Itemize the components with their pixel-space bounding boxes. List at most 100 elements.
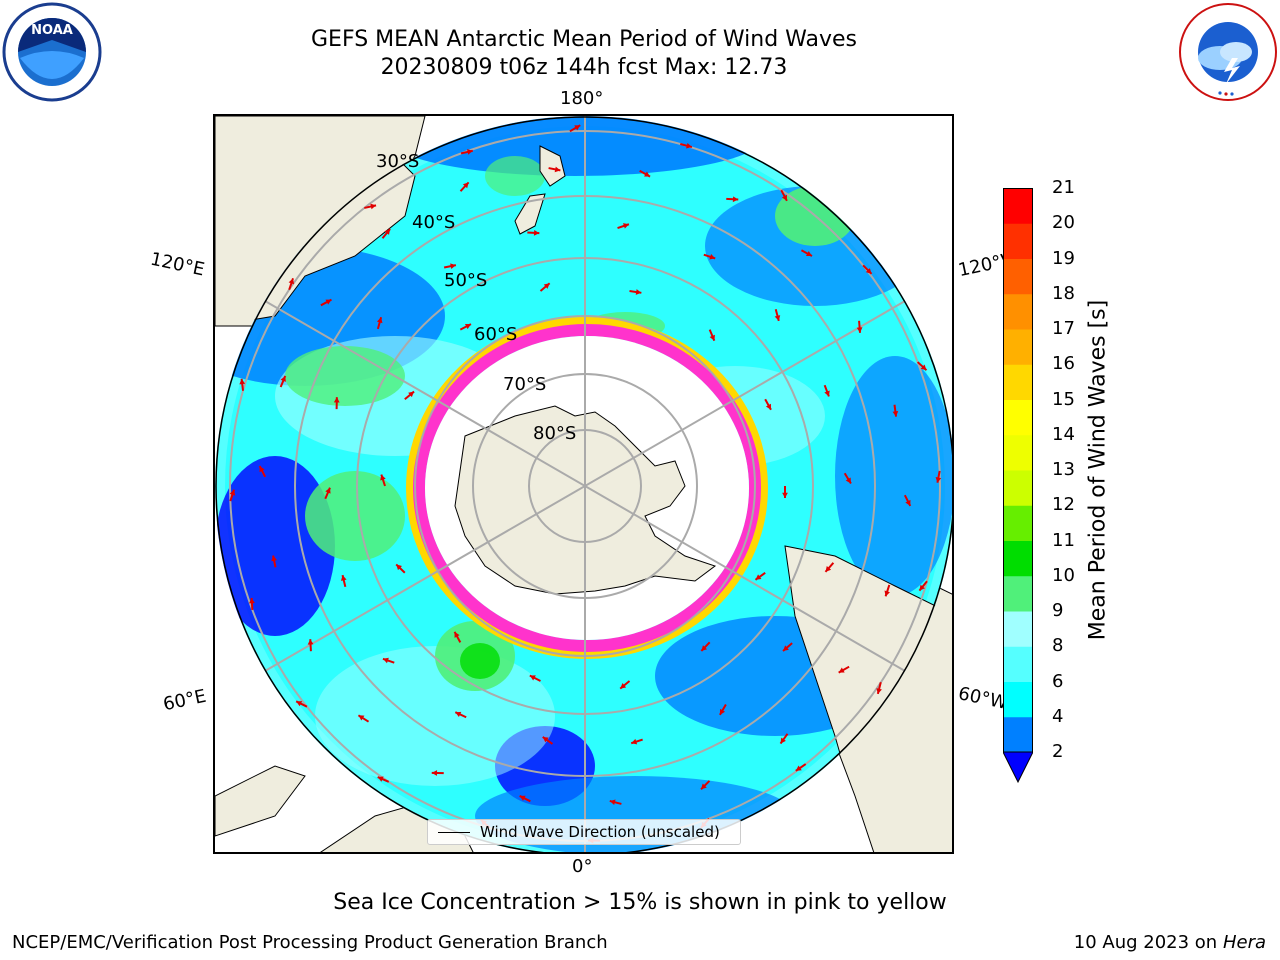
wind-wave-arrowhead <box>384 228 391 235</box>
wind-wave-arrowhead <box>884 590 890 597</box>
wind-wave-arrowhead <box>765 403 771 410</box>
lat-label-30s: 30°S <box>376 151 420 172</box>
wind-wave-arrowhead <box>838 667 845 673</box>
colorbar-tick-label: 6 <box>1052 670 1064 692</box>
wind-wave-arrowhead <box>805 250 812 257</box>
colorbar-tick-label: 15 <box>1052 388 1075 410</box>
colorbar-segment <box>1003 470 1033 506</box>
colorbar-segment <box>1003 434 1033 471</box>
colorbar-segment <box>1003 646 1033 682</box>
wind-wave-arrowhead <box>919 584 925 591</box>
wind-wave-arrowhead <box>229 489 236 496</box>
wind-wave-arrowhead <box>631 738 638 745</box>
wind-wave-arrowhead <box>783 645 789 651</box>
lon-label-60e: 60°E <box>161 685 208 716</box>
lat-label-50s: 50°S <box>444 270 488 291</box>
wind-wave-arrowhead <box>259 466 265 473</box>
wind-wave-arrowhead <box>892 411 899 417</box>
wind-wave-arrowhead <box>609 799 616 806</box>
wind-wave-arrowhead <box>701 783 707 790</box>
wind-wave-arrowhead <box>825 565 832 572</box>
legend-line-icon <box>438 831 470 833</box>
colorbar-tick-label: 14 <box>1052 423 1075 445</box>
colorbar-tick-label: 2 <box>1052 741 1064 762</box>
colorbar-tick-label: 8 <box>1052 635 1064 657</box>
colorbar-tick-label: 13 <box>1052 459 1075 480</box>
wind-wave-arrowhead <box>325 487 331 494</box>
colorbar-segment <box>1003 505 1033 541</box>
wind-wave-arrowhead <box>464 323 471 330</box>
wind-wave-arrowhead <box>774 315 781 321</box>
wind-wave-arrowhead <box>249 597 255 604</box>
antarctic-map <box>213 114 954 854</box>
colorbar-segment <box>1003 223 1033 259</box>
wind-wave-arrowhead <box>408 391 415 398</box>
wind-wave-arrowhead <box>296 701 303 707</box>
colorbar-tick-label: 11 <box>1052 529 1075 551</box>
wind-wave-arrowhead <box>280 375 286 382</box>
wind-wave-arrowhead <box>358 715 365 721</box>
wind-wave-arrowhead <box>455 711 462 718</box>
colorbar-tick-label: 9 <box>1052 600 1064 621</box>
wind-wave-arrowhead <box>719 708 726 715</box>
wind-wave-arrowhead <box>574 125 581 131</box>
lon-label-120e: 120°E <box>148 248 207 281</box>
colorbar-segment <box>1003 258 1033 295</box>
wind-wave-arrowhead <box>709 254 716 260</box>
wind-wave-arrowhead <box>431 770 438 776</box>
colorbar <box>1003 188 1033 784</box>
wind-wave-arrowhead <box>824 390 830 397</box>
colorbar-segment <box>1003 188 1033 224</box>
wind-wave-arrowhead <box>529 675 536 681</box>
wind-wave-arrowhead <box>543 283 550 289</box>
wind-wave-arrowhead <box>376 317 383 324</box>
wind-wave-arrowhead <box>755 574 762 580</box>
wind-wave-arrowhead <box>709 334 715 341</box>
wind-wave-arrowhead <box>467 149 473 155</box>
svg-text:NOAA: NOAA <box>31 23 73 38</box>
map-legend: Wind Wave Direction (unscaled) <box>427 819 741 845</box>
wind-wave-arrowhead <box>239 378 246 385</box>
wind-wave-arrowhead <box>370 203 377 210</box>
wind-wave-arrowhead <box>876 688 882 694</box>
wind-wave-arrowhead <box>781 194 787 201</box>
lat-label-80s: 80°S <box>533 423 577 444</box>
wind-wave-arrowhead <box>920 364 927 371</box>
colorbar-tick-label: 17 <box>1052 318 1075 339</box>
wind-wave-arrowhead <box>396 564 402 571</box>
wind-wave-arrowhead <box>554 166 561 173</box>
footer-host: Hera <box>1222 932 1266 953</box>
wind-wave-arrowhead <box>454 631 460 638</box>
wind-wave-arrowhead <box>686 142 692 149</box>
wind-wave-arrowhead <box>865 268 872 274</box>
colorbar-segment <box>1003 329 1033 365</box>
wind-wave-arrowhead <box>856 327 863 333</box>
colorbar-segment <box>1003 716 1033 753</box>
wind-wave-arrowhead <box>845 477 851 484</box>
colorbar-segment <box>1003 540 1033 577</box>
wind-wave-arrowhead <box>732 196 739 203</box>
wind-wave-arrowhead <box>780 737 786 744</box>
wind-wave-arrowhead <box>782 492 788 498</box>
nws-logo <box>1176 0 1280 104</box>
colorbar-segment <box>1003 293 1033 330</box>
wind-wave-arrowhead <box>519 795 526 801</box>
wind-wave-arrowhead <box>462 182 469 189</box>
lat-label-60s: 60°S <box>474 324 518 345</box>
wind-wave-arrowhead <box>635 289 642 295</box>
colorbar-title: Mean Period of Wind Waves [s] <box>1085 299 1111 641</box>
colorbar-segment <box>1003 364 1033 400</box>
wind-wave-arrowhead <box>795 765 802 771</box>
wind-wave-arrowhead <box>340 575 347 581</box>
lat-label-70s: 70°S <box>503 374 547 395</box>
wind-wave-arrows <box>229 124 942 844</box>
wind-wave-arrowhead <box>377 776 384 782</box>
wind-wave-arrowhead <box>623 223 629 229</box>
wind-wave-arrowhead <box>701 645 708 651</box>
wind-wave-arrowhead <box>325 299 332 305</box>
colorbar-tick-label: 10 <box>1052 564 1075 586</box>
footer-date: 10 Aug 2023 on Hera <box>1073 932 1266 953</box>
colorbar-segment <box>1003 681 1033 718</box>
noaa-logo: NOAA <box>0 0 104 104</box>
sea-ice-note: Sea Ice Concentration > 15% is shown in … <box>333 890 947 915</box>
